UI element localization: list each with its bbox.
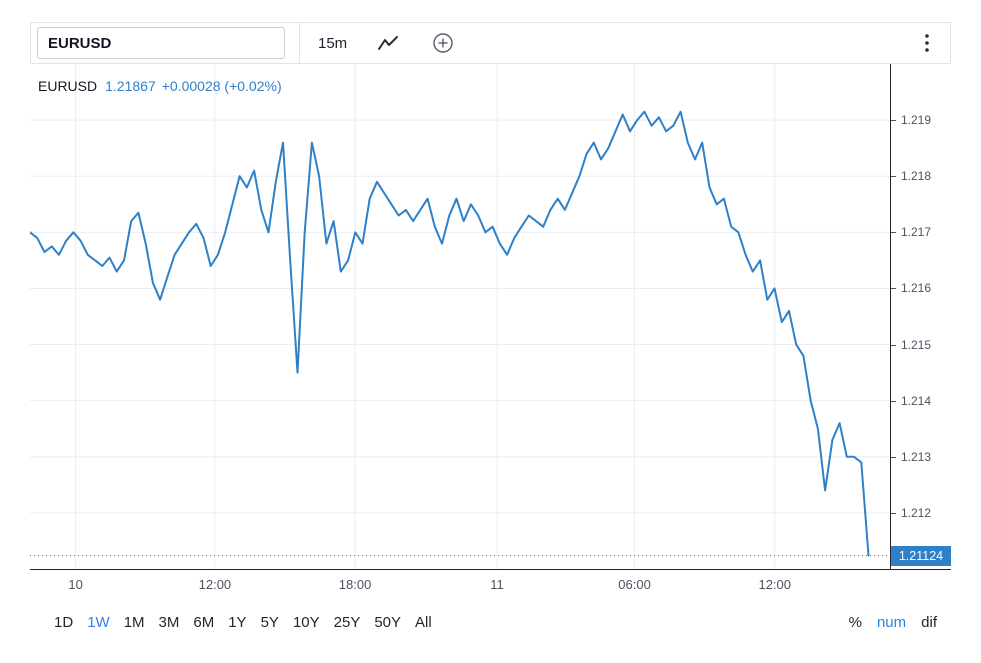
legend-price: 1.21867 bbox=[105, 78, 156, 94]
price-axis[interactable]: 1.21124 1.219 1.218 1.217 1.216 1.215 1.214 1.… bbox=[890, 64, 951, 569]
scale-mode-button-dif[interactable]: dif bbox=[921, 614, 937, 631]
price-axis-label: 1.213 bbox=[901, 449, 932, 464]
price-axis-tick bbox=[891, 176, 896, 178]
kebab-menu-icon[interactable] bbox=[924, 33, 930, 53]
last-price-label: 1.21124 bbox=[891, 545, 951, 566]
range-button-6m[interactable]: 6M bbox=[193, 614, 215, 631]
price-axis-label: 1.216 bbox=[901, 281, 932, 296]
price-axis-label: 1.217 bbox=[901, 225, 932, 240]
chart-area: EURUSD 1.21867 +0.00028 (+0.02%) 1.21124 1… bbox=[30, 64, 951, 570]
range-buttons: 1D 1W 1M 3M 6M 1Y 5Y 10Y 25Y 50Y All bbox=[54, 614, 432, 631]
time-axis-label: 10 bbox=[68, 577, 83, 592]
price-axis-tick bbox=[891, 120, 896, 122]
legend-change: +0.00028 (+0.02%) bbox=[161, 78, 282, 94]
plus-circle-icon[interactable] bbox=[431, 31, 455, 55]
scale-mode-button-num[interactable]: num bbox=[876, 614, 907, 631]
bottom-toolbar: 1D 1W 1M 3M 6M 1Y 5Y 10Y 25Y 50Y All % num dif bbox=[30, 596, 951, 631]
time-axis-label: 12:00 bbox=[198, 577, 232, 592]
chart-legend: EURUSD 1.21867 +0.00028 (+0.02%) bbox=[38, 78, 282, 94]
price-axis-tick bbox=[891, 512, 896, 514]
price-axis-tick bbox=[891, 232, 896, 234]
interval-button[interactable]: 15m bbox=[318, 34, 348, 52]
time-axis[interactable]: 10 12:00 18:00 11 06:00 12:00 bbox=[30, 570, 951, 596]
price-axis-label: 1.212 bbox=[901, 505, 932, 520]
range-button-1m[interactable]: 1M bbox=[123, 614, 145, 631]
scale-mode-buttons: % num dif bbox=[849, 614, 937, 631]
range-button-all[interactable]: All bbox=[415, 614, 432, 631]
price-axis-label: 1.215 bbox=[901, 337, 932, 352]
range-button-25y[interactable]: 25Y bbox=[333, 614, 361, 631]
price-axis-label: 1.218 bbox=[901, 169, 932, 184]
scale-mode-button-%[interactable]: % bbox=[848, 614, 862, 631]
time-axis-label: 06:00 bbox=[618, 577, 651, 592]
time-axis-label: 18:00 bbox=[338, 577, 372, 592]
price-axis-tick bbox=[891, 288, 896, 290]
price-axis-tick bbox=[891, 344, 896, 346]
plot-area[interactable]: EURUSD 1.21867 +0.00028 (+0.02%) bbox=[30, 64, 890, 569]
toolbar-divider bbox=[299, 23, 300, 63]
price-axis-tick bbox=[891, 400, 896, 402]
top-toolbar: 15m bbox=[30, 22, 951, 64]
legend-symbol: EURUSD bbox=[38, 78, 98, 94]
price-axis-tick bbox=[891, 456, 896, 458]
time-axis-label: 11 bbox=[490, 577, 504, 592]
price-axis-label: 1.214 bbox=[901, 393, 932, 408]
time-axis-label: 12:00 bbox=[758, 577, 792, 592]
range-button-1y[interactable]: 1Y bbox=[228, 614, 247, 631]
range-button-10y[interactable]: 10Y bbox=[292, 614, 320, 631]
range-button-50y[interactable]: 50Y bbox=[374, 614, 402, 631]
symbol-input[interactable] bbox=[37, 27, 285, 59]
range-button-5y[interactable]: 5Y bbox=[260, 614, 279, 631]
line-chart-icon[interactable] bbox=[377, 34, 401, 52]
range-button-3m[interactable]: 3M bbox=[158, 614, 180, 631]
price-axis-label: 1.219 bbox=[901, 113, 932, 128]
range-button-1d[interactable]: 1D bbox=[54, 614, 74, 631]
range-button-1w[interactable]: 1W bbox=[87, 614, 110, 631]
